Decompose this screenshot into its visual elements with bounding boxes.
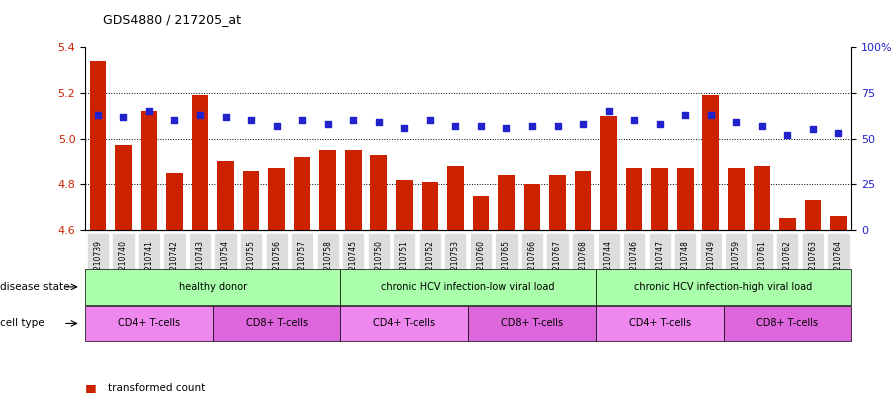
Point [372, 119, 386, 125]
Bar [651, 168, 668, 230]
Point [168, 117, 182, 123]
Bar [574, 171, 591, 230]
Point [423, 117, 437, 123]
Text: CD8+ T-cells: CD8+ T-cells [756, 318, 818, 329]
Bar [141, 111, 158, 230]
Point [116, 114, 131, 120]
Bar [421, 182, 438, 230]
Point [448, 123, 462, 129]
Text: healthy donor: healthy donor [178, 282, 247, 292]
Bar [370, 154, 387, 230]
Point [652, 121, 667, 127]
Bar [268, 168, 285, 230]
Point [627, 117, 642, 123]
Bar [192, 95, 209, 230]
Point [397, 125, 411, 131]
Point [90, 112, 105, 118]
Point [678, 112, 693, 118]
Bar [243, 171, 260, 230]
Bar [702, 95, 719, 230]
Bar [447, 166, 464, 230]
Text: chronic HCV infection-low viral load: chronic HCV infection-low viral load [382, 282, 555, 292]
Point [193, 112, 207, 118]
Point [295, 117, 309, 123]
Bar [600, 116, 617, 230]
Bar [523, 184, 540, 230]
Bar [754, 166, 771, 230]
Bar [345, 150, 362, 230]
Point [831, 130, 846, 136]
Point [244, 117, 258, 123]
Bar [830, 216, 847, 230]
Text: chronic HCV infection-high viral load: chronic HCV infection-high viral load [634, 282, 813, 292]
Point [703, 112, 718, 118]
Text: CD8+ T-cells: CD8+ T-cells [246, 318, 307, 329]
Point [321, 121, 335, 127]
Text: CD4+ T-cells: CD4+ T-cells [374, 318, 435, 329]
Bar [676, 168, 694, 230]
Text: disease state: disease state [0, 282, 70, 292]
Point [142, 108, 156, 114]
Bar [90, 61, 107, 230]
Bar [625, 168, 642, 230]
Text: GDS4880 / 217205_at: GDS4880 / 217205_at [103, 13, 241, 26]
Text: CD4+ T-cells: CD4+ T-cells [629, 318, 691, 329]
Text: CD8+ T-cells: CD8+ T-cells [501, 318, 563, 329]
Bar [115, 145, 132, 230]
Point [474, 123, 488, 129]
Bar [728, 168, 745, 230]
Point [525, 123, 539, 129]
Point [601, 108, 616, 114]
Bar [549, 175, 566, 230]
Bar [472, 196, 489, 230]
Bar [166, 173, 183, 230]
Point [270, 123, 284, 129]
Bar [498, 175, 515, 230]
Text: CD4+ T-cells: CD4+ T-cells [118, 318, 180, 329]
Point [499, 125, 513, 131]
Point [219, 114, 233, 120]
Bar [396, 180, 413, 230]
Point [550, 123, 564, 129]
Bar [805, 200, 822, 230]
Bar [294, 157, 311, 230]
Bar [217, 162, 234, 230]
Point [576, 121, 590, 127]
Point [806, 126, 820, 132]
Point [754, 123, 769, 129]
Bar [319, 150, 336, 230]
Point [346, 117, 360, 123]
Point [780, 132, 795, 138]
Text: transformed count: transformed count [108, 383, 205, 393]
Text: ■: ■ [85, 382, 97, 393]
Text: cell type: cell type [0, 318, 45, 329]
Point [729, 119, 744, 125]
Bar [779, 219, 796, 230]
